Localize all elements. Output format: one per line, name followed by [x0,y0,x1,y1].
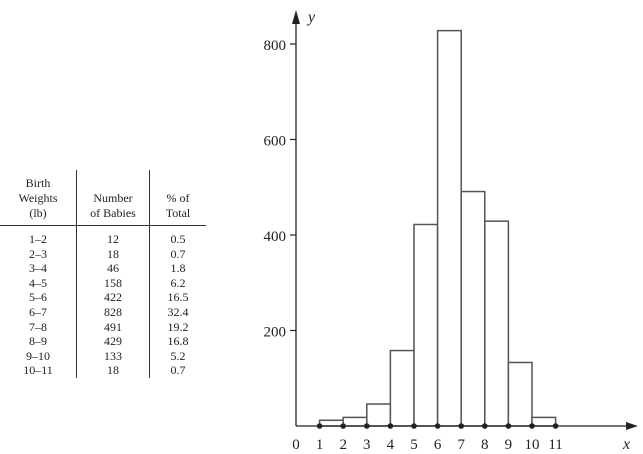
cell-number-of-babies: 158 [76,275,150,291]
cell-percent-total: 0.7 [149,246,206,262]
table-row: 8–9 429 16.8 [0,334,206,349]
x-tick-label: 11 [548,437,562,453]
x-tick-label: 3 [363,437,371,453]
table-header-row: Birth Weights (lb) Number of Babies % of Tot… [0,170,206,226]
cell-percent-total: 1.8 [149,261,206,276]
x-tick-label: 5 [410,437,418,453]
x-tick-dot [458,423,464,429]
y-axis-arrow [292,10,300,24]
histogram-bar [389,349,415,427]
cell-number-of-babies: 46 [76,261,150,276]
cell-percent-total: 16.5 [149,290,206,305]
x-tick-label: 0 [292,437,300,453]
x-tick-label: 1 [316,437,324,453]
y-tick-label: 200 [264,325,287,341]
x-tick-dot [316,423,323,429]
histogram-bar [342,416,368,427]
cell-percent-total: 16.8 [149,334,206,349]
histogram-bar [460,190,486,427]
x-tick-label: 9 [505,437,513,453]
x-tick-dot [411,423,417,429]
histogram-bars [318,29,557,427]
x-tick-dot [529,423,535,429]
x-tick-label: 8 [481,437,489,453]
histogram-bar [318,419,344,427]
cell-birth-weight: 2–3 [29,246,47,261]
axis-ticks: 200 400 600 800 0 1 2 3 4 5 6 7 8 9 10 11 [264,38,563,453]
x-tick-dot [364,423,370,429]
cell-number-of-babies: 828 [76,304,150,320]
y-tick-label: 800 [264,38,287,54]
table-row: 6–7 828 32.4 [0,304,206,320]
x-tick-dot [387,423,394,429]
x-tick-dot [482,423,488,429]
table-row: 4–5 158 6.2 [0,275,206,291]
x-tick-label: 6 [434,437,442,453]
header-birth-weights: Birth Weights (lb) [0,170,77,226]
table-body: 1–2 12 0.5 2–3 18 0.7 3–4 46 1.8 4–5 158 6.2 5–6 422 1… [0,225,206,378]
cell-birth-weight: 7–8 [29,319,47,334]
cell-number-of-babies: 12 [76,225,150,247]
cell-number-of-babies: 422 [76,290,150,305]
histogram-bar [531,416,557,427]
table-row: 9–10 133 5.2 [0,348,206,364]
birth-weight-table-container: Birth Weights (lb) Number of Babies % of Tot… [0,170,226,378]
histogram-bar [413,223,439,427]
x-tick-label: 2 [339,437,347,453]
histogram-bar [366,403,392,427]
cell-percent-total: 0.5 [149,225,206,247]
header-number-of-babies: Number of Babies [76,170,150,226]
x-axis-arrow [626,422,638,430]
cell-birth-weight: 4–5 [29,275,47,290]
histogram-bar [507,361,533,427]
cell-percent-total: 0.7 [149,363,206,378]
x-tick-dot [340,423,346,429]
histogram-bar [436,29,462,427]
cell-number-of-babies: 133 [76,348,150,364]
cell-birth-weight: 5–6 [29,290,47,305]
cell-number-of-babies: 429 [76,334,150,349]
y-tick-label: 400 [264,229,287,245]
table-row: 3–4 46 1.8 [0,261,206,276]
cell-number-of-babies: 18 [76,246,150,262]
y-tick-label: 600 [264,134,287,150]
cell-birth-weight: 9–10 [26,348,50,363]
histogram-bar [484,220,510,427]
cell-number-of-babies: 18 [76,363,150,378]
cell-birth-weight: 8–9 [29,334,47,349]
histogram-chart: y x 200 400 600 800 0 1 2 3 4 5 6 7 8 9 10 11 [264,9,638,453]
table-row: 2–3 18 0.7 [0,246,206,262]
y-axis-label: y [306,9,316,26]
x-axis-label: x [622,436,630,453]
cell-birth-weight: 6–7 [29,304,47,319]
table-row: 7–8 491 19.2 [0,319,206,335]
cell-percent-total: 6.2 [149,275,206,291]
cell-percent-total: 5.2 [149,348,206,364]
x-tick-dot [505,423,512,429]
cell-number-of-babies: 491 [76,319,150,335]
x-tick-dot [434,423,441,429]
birth-weight-table: Birth Weights (lb) Number of Babies % of Tot… [0,170,206,378]
cell-birth-weight: 3–4 [29,261,47,276]
x-tick-dot [552,423,559,429]
cell-percent-total: 19.2 [149,319,206,335]
header-percent-total: % of Total [149,170,206,226]
cell-birth-weight: 10–11 [23,363,53,378]
cell-birth-weight: 1–2 [29,232,47,246]
table-row: 10–11 18 0.7 [0,363,206,378]
table-row: 1–2 12 0.5 [0,225,206,247]
table-row: 5–6 422 16.5 [0,290,206,305]
cell-percent-total: 32.4 [149,304,206,320]
x-tick-label: 4 [387,437,395,453]
x-tick-label: 7 [457,437,465,453]
x-tick-label: 10 [525,437,540,453]
